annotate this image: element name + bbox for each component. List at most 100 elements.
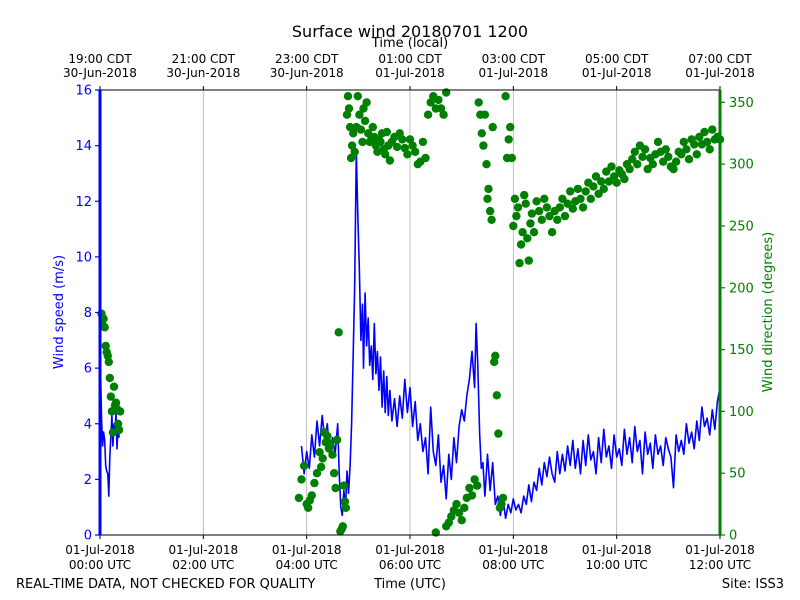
wind-direction-point — [589, 182, 598, 191]
wind-direction-point — [695, 132, 704, 142]
bottom-tick-date: 01-Jul-2018 — [272, 543, 342, 557]
wind-direction-point — [385, 156, 395, 165]
wind-direction-point — [460, 503, 469, 512]
top-tick-time: 19:00 CDT — [68, 52, 132, 66]
wind-direction-point — [607, 162, 616, 171]
wind-direction-point — [480, 110, 490, 119]
wind-direction-point — [612, 178, 621, 187]
wind-direction-point — [328, 450, 337, 459]
wind-direction-point — [581, 187, 590, 196]
wind-direction-point — [484, 184, 493, 194]
left-tick-label: 2 — [84, 473, 92, 488]
bottom-tick-date: 01-Jul-2018 — [582, 543, 652, 557]
wind-direction-point — [578, 203, 588, 212]
bottom-tick-time: 12:00 UTC — [689, 558, 751, 572]
wind-direction-point — [498, 493, 508, 503]
wind-direction-point — [474, 98, 483, 107]
wind-direction-point — [529, 228, 539, 237]
wind-direction-point — [310, 478, 319, 488]
top-tick-time: 21:00 CDT — [172, 52, 236, 66]
wind-direction-point — [376, 137, 385, 147]
wind-direction-point — [355, 110, 364, 119]
bottom-tick-time: 06:00 UTC — [379, 558, 441, 572]
wind-direction-point — [690, 140, 699, 149]
bottom-tick-date: 01-Jul-2018 — [65, 543, 135, 557]
wind-direction-point — [373, 147, 382, 156]
wind-direction-point — [326, 439, 335, 448]
wind-direction-point — [591, 172, 601, 181]
wind-direction-point — [532, 197, 541, 206]
wind-direction-point — [488, 122, 497, 132]
wind-direction-point — [362, 98, 371, 107]
wind-direction-point — [501, 92, 510, 101]
wind-direction-point — [700, 127, 709, 137]
right-tick-label: 350 — [729, 96, 754, 111]
wind-direction-point — [542, 203, 552, 212]
wind-speed-line — [300, 150, 721, 520]
right-tick-label: 0 — [729, 529, 737, 544]
left-tick-label: 14 — [75, 139, 92, 154]
bottom-tick-time: 08:00 UTC — [482, 558, 544, 572]
wind-direction-point — [625, 164, 634, 174]
top-tick-time: 07:00 CDT — [688, 52, 752, 66]
wind-direction-point — [620, 174, 629, 184]
wind-direction-point — [494, 429, 503, 438]
wind-direction-point — [299, 461, 309, 470]
wind-direction-point — [316, 462, 326, 472]
wind-direction-point — [708, 125, 717, 134]
wind-direction-point — [349, 129, 358, 138]
wind-direction-point — [334, 328, 343, 337]
wind-direction-point — [555, 203, 564, 212]
wind-direction-point — [338, 522, 347, 531]
wind-direction-point — [483, 194, 492, 203]
wind-direction-point — [638, 152, 647, 161]
wind-direction-point — [504, 135, 513, 144]
wind-direction-point — [434, 95, 443, 105]
wind-direction-point — [545, 211, 554, 221]
wind-direction-point — [573, 184, 583, 194]
wind-direction-point — [421, 153, 430, 163]
wind-direction-point — [340, 497, 350, 506]
wind-direction-point — [510, 194, 520, 203]
top-tick-date: 30-Jun-2018 — [270, 66, 344, 80]
wind-direction-point — [318, 454, 327, 463]
wind-direction-point — [339, 481, 349, 490]
wind-direction-point — [368, 122, 377, 132]
wind-direction-point — [527, 209, 537, 218]
bottom-tick-date: 01-Jul-2018 — [375, 543, 445, 557]
wind-direction-point — [537, 215, 546, 224]
wind-direction-point — [104, 357, 114, 367]
left-tick-label: 10 — [75, 250, 92, 265]
wind-direction-point — [506, 122, 515, 132]
wind-direction-point — [482, 160, 491, 169]
wind-direction-point — [418, 137, 428, 147]
wind-direction-point — [684, 155, 694, 164]
wind-direction-point — [423, 110, 433, 119]
wind-direction-point — [630, 147, 639, 156]
wind-direction-point — [661, 145, 670, 154]
top-tick-date: 30-Jun-2018 — [63, 66, 137, 80]
wind-direction-point — [297, 475, 306, 484]
site-label: Site: ISS3 — [722, 577, 784, 592]
top-tick-date: 01-Jul-2018 — [375, 66, 445, 80]
bottom-tick-date: 01-Jul-2018 — [169, 543, 239, 557]
wind-direction-point — [312, 469, 322, 478]
bottom-tick-date: 01-Jul-2018 — [685, 543, 755, 557]
left-tick-label: 16 — [75, 84, 92, 99]
top-tick-date: 01-Jul-2018 — [685, 66, 755, 80]
wind-direction-point — [109, 382, 119, 391]
wind-direction-point — [568, 204, 577, 213]
wind-direction-point — [101, 341, 110, 351]
wind-direction-point — [520, 190, 529, 200]
right-tick-label: 200 — [729, 281, 754, 296]
wind-direction-point — [479, 141, 488, 150]
wind-direction-point — [329, 469, 339, 478]
wind-direction-point — [547, 228, 557, 237]
wind-direction-point — [307, 491, 316, 500]
bottom-tick-time: 10:00 UTC — [586, 558, 648, 572]
wind-direction-point — [477, 129, 486, 138]
top-tick-time: 01:00 CDT — [378, 52, 442, 66]
wind-direction-point — [669, 164, 678, 174]
wind-direction-point — [111, 398, 121, 407]
left-tick-label: 12 — [75, 195, 92, 210]
